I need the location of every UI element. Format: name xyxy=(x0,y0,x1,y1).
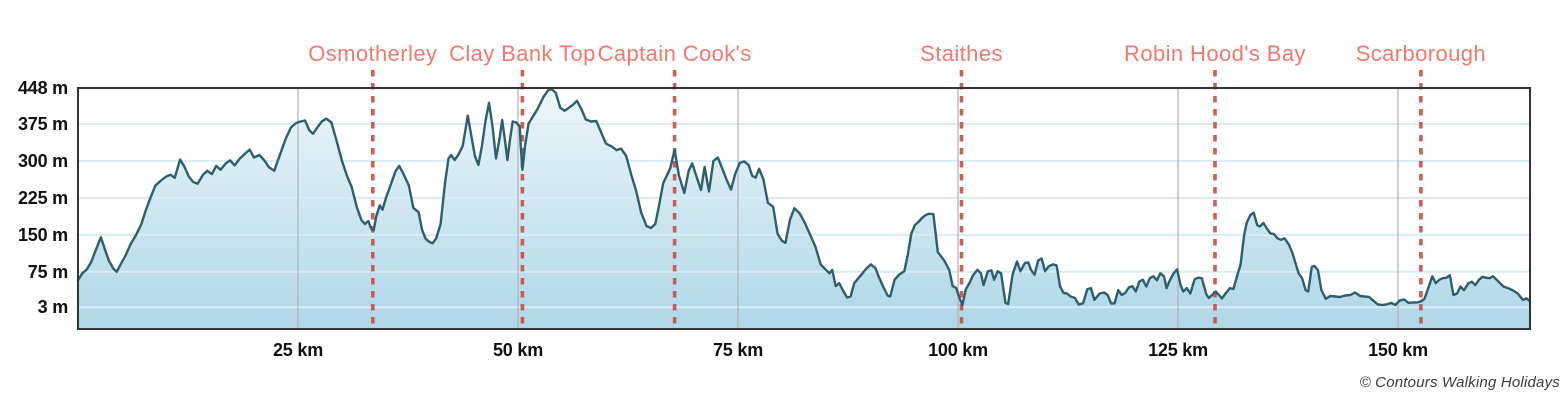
y-axis-label-3: 3 m xyxy=(37,297,69,318)
marker-label-staithes: Staithes xyxy=(920,41,1003,66)
elevation-area-fill xyxy=(78,89,1530,329)
x-axis-label-25: 25 km xyxy=(272,340,324,360)
x-axis-label-150: 150 km xyxy=(1368,340,1428,360)
plot-border xyxy=(77,87,1531,330)
y-axis-label-225: 225 m xyxy=(17,187,68,208)
marker-label-scarborough: Scarborough xyxy=(1355,41,1487,66)
x-axis-label-50: 50 km xyxy=(492,340,544,360)
y-axis-label-75: 75 m xyxy=(27,261,68,282)
marker-label-clay-bank-top: Clay Bank Top xyxy=(449,41,596,66)
y-axis-label-375: 375 m xyxy=(17,113,68,134)
marker-label-osmotherley: Osmotherley xyxy=(308,41,438,66)
y-axis-label-300: 300 m xyxy=(17,150,68,171)
x-axis-label-100: 100 km xyxy=(928,340,988,360)
y-axis-label-448: 448 m xyxy=(17,78,68,98)
marker-label-robin-hood-s-bay: Robin Hood's Bay xyxy=(1124,41,1306,66)
y-axis-label-150: 150 m xyxy=(17,224,68,245)
watermark-text: © Contours Walking Holidays xyxy=(1359,374,1560,391)
marker-label-captain-cook-s: Captain Cook's xyxy=(597,41,752,66)
elevation-line xyxy=(76,87,1532,307)
x-axis-label-75: 75 km xyxy=(712,340,764,360)
x-axis-label-125: 125 km xyxy=(1148,340,1208,360)
